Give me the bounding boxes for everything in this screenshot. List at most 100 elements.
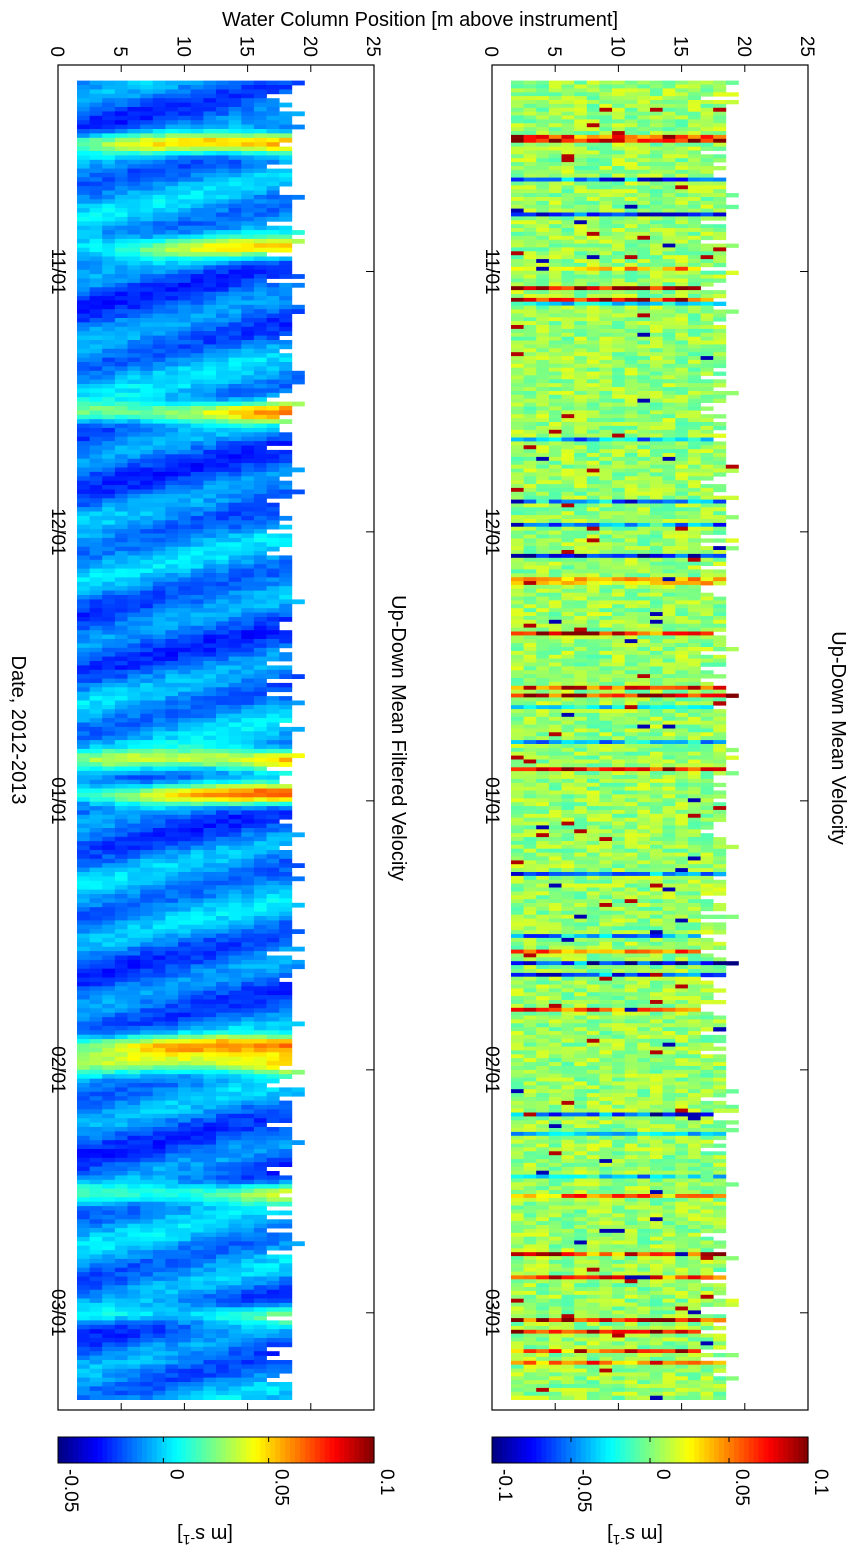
heatmap-cell xyxy=(536,127,550,132)
heatmap-cell xyxy=(574,1011,588,1016)
heatmap-cell xyxy=(561,930,575,935)
heatmap-cell xyxy=(650,127,663,132)
heatmap-cell xyxy=(637,891,651,896)
heatmap-cell xyxy=(637,220,651,225)
heatmap-cell xyxy=(612,879,626,885)
heatmap-cell xyxy=(561,453,575,458)
heatmap-cell xyxy=(650,945,663,950)
heatmap-cell xyxy=(599,96,613,101)
heatmap-cell xyxy=(713,84,727,89)
heatmap-cell xyxy=(662,1069,676,1075)
heatmap-cell xyxy=(548,666,562,671)
heatmap-cell xyxy=(586,519,600,524)
heatmap-cell xyxy=(574,1120,588,1125)
heatmap-cell xyxy=(599,965,613,970)
heatmap-cell xyxy=(700,891,714,896)
heatmap-cell xyxy=(612,728,626,733)
heatmap-cell xyxy=(650,134,663,140)
heatmap-cell xyxy=(536,647,550,652)
heatmap-cell xyxy=(599,984,613,989)
heatmap-cell xyxy=(700,468,714,473)
heatmap-cell xyxy=(548,1023,562,1028)
heatmap-cell xyxy=(574,1038,588,1044)
heatmap-cell xyxy=(612,204,626,210)
heatmap-cell xyxy=(624,286,638,291)
heatmap-cell xyxy=(523,584,537,590)
heatmap-cell xyxy=(687,530,701,535)
heatmap-cell xyxy=(511,1058,524,1063)
heatmap-cell xyxy=(675,1085,689,1090)
heatmap-cell xyxy=(675,259,689,264)
heatmap-cell xyxy=(548,262,562,268)
heatmap-cell xyxy=(624,775,638,780)
heatmap-cell xyxy=(599,1093,613,1098)
heatmap-cell xyxy=(675,1159,689,1164)
heatmap-cell xyxy=(586,80,600,85)
heatmap-cell xyxy=(650,992,663,997)
heatmap-cell xyxy=(675,309,689,314)
heatmap-cell xyxy=(511,980,524,985)
heatmap-cell xyxy=(662,480,676,485)
heatmap-cell xyxy=(586,716,600,722)
heatmap-cell xyxy=(536,507,550,512)
heatmap-cell xyxy=(536,689,550,694)
heatmap-row xyxy=(511,860,727,865)
heatmap-cell xyxy=(536,604,550,609)
heatmap-cell xyxy=(574,794,588,799)
heatmap-cell xyxy=(536,472,550,477)
heatmap-cell xyxy=(624,367,638,372)
heatmap-cell xyxy=(624,480,638,485)
heatmap-cell xyxy=(637,511,651,516)
heatmap-row xyxy=(511,1027,727,1032)
heatmap-cell xyxy=(675,542,689,547)
heatmap-cell xyxy=(612,712,626,718)
heatmap-cell xyxy=(675,507,689,512)
heatmap-cell xyxy=(574,658,588,663)
heatmap-cell xyxy=(523,449,537,454)
heatmap-cell xyxy=(662,817,676,822)
heatmap-cell xyxy=(574,422,588,427)
heatmap-cell xyxy=(675,402,689,407)
heatmap-cell xyxy=(650,1038,663,1044)
heatmap-cell xyxy=(561,305,575,310)
heatmap-cell xyxy=(561,891,575,896)
heatmap-cell xyxy=(713,243,727,248)
heatmap-cell xyxy=(599,472,613,477)
heatmap-cell xyxy=(586,208,600,213)
heatmap-cell xyxy=(523,1093,537,1098)
heatmap-cell xyxy=(561,658,575,663)
heatmap-cell xyxy=(700,387,714,392)
heatmap-cell xyxy=(624,344,638,349)
heatmap-cell xyxy=(687,829,701,834)
heatmap-cell xyxy=(612,972,626,978)
heatmap-cell xyxy=(574,728,588,733)
heatmap-cell xyxy=(637,146,651,151)
heatmap-cell xyxy=(599,561,613,566)
heatmap-cell xyxy=(586,899,600,904)
heatmap-row xyxy=(511,449,727,454)
heatmap-cell xyxy=(548,1135,562,1141)
heatmap-cell xyxy=(536,134,550,140)
heatmap-row xyxy=(511,767,727,772)
heatmap-cell xyxy=(637,561,651,566)
heatmap-cell xyxy=(662,80,676,85)
heatmap-cell xyxy=(662,1124,676,1129)
heatmap-cell xyxy=(650,278,663,283)
heatmap-cell xyxy=(536,813,550,819)
heatmap-row xyxy=(511,1069,727,1075)
heatmap-cell xyxy=(624,449,638,454)
heatmap-cell xyxy=(511,418,524,423)
heatmap-cell xyxy=(548,212,562,217)
heatmap-cell xyxy=(637,662,651,667)
heatmap-cell xyxy=(700,1166,714,1172)
heatmap-cell xyxy=(574,650,588,656)
heatmap-cell xyxy=(574,1042,588,1047)
heatmap-cell xyxy=(586,674,600,679)
heatmap-cell xyxy=(586,445,600,450)
heatmap-cell xyxy=(713,736,727,741)
heatmap-cell xyxy=(536,480,550,485)
heatmap-cell xyxy=(612,115,626,120)
heatmap-cell xyxy=(548,1042,562,1047)
heatmap-cell xyxy=(662,612,676,617)
heatmap-cell xyxy=(637,918,651,923)
